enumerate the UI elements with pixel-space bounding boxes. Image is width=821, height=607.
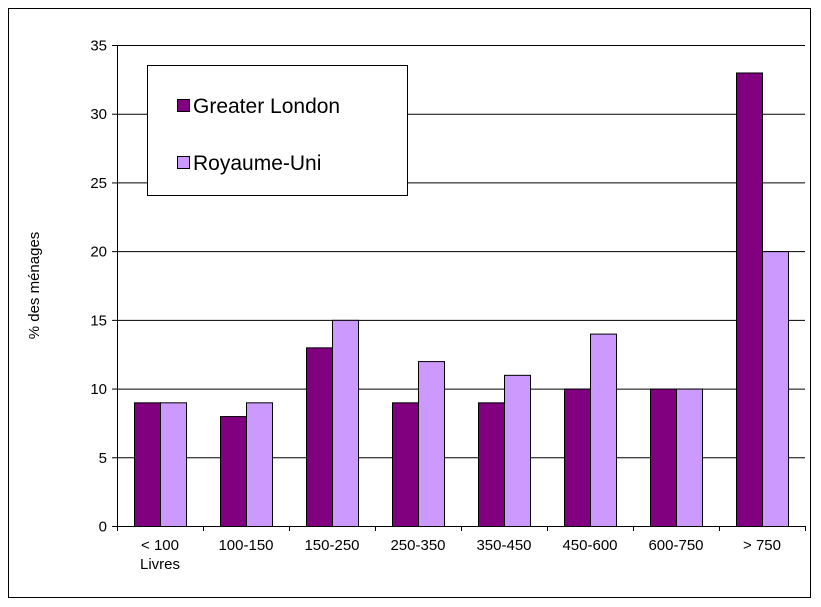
x-tick-label-100-livres: < 100 Livres bbox=[140, 537, 180, 573]
bars bbox=[134, 72, 789, 528]
legend-box bbox=[147, 65, 408, 196]
bar-greater-london-450-600 bbox=[564, 388, 591, 528]
x-axis-ticks: < 100 Livres 100-150 150-250 250-350 350-450 4… bbox=[117, 526, 806, 573]
legend-label-greater-london: Greater London bbox=[193, 95, 340, 118]
x-tick-label-450-600: 450-600 bbox=[562, 537, 617, 554]
y-tick-label-0: 0 bbox=[99, 519, 107, 536]
legend: Greater London Royaume-Uni bbox=[147, 65, 408, 196]
bar-royaume-uni-750 bbox=[762, 251, 789, 527]
bar-greater-london-750 bbox=[736, 72, 763, 527]
bar-greater-london-600-750 bbox=[650, 388, 677, 528]
y-tick-label-25: 25 bbox=[90, 175, 107, 192]
bar-royaume-uni-100-150 bbox=[246, 402, 273, 528]
legend-swatch-greater-london bbox=[177, 99, 190, 112]
bar-greater-london-100-150 bbox=[220, 416, 247, 527]
y-tick-label-5: 5 bbox=[99, 450, 107, 467]
legend-label-royaume-uni: Royaume-Uni bbox=[193, 152, 321, 175]
bar-chart: 0 5 10 15 20 25 30 35 < 100 Livres 100-150 150-250… bbox=[26, 38, 806, 573]
bar-royaume-uni-100-livres bbox=[160, 402, 187, 528]
y-tick-label-15: 15 bbox=[90, 312, 107, 329]
legend-swatch-royaume-uni bbox=[177, 156, 190, 169]
x-tick-label-600-750: 600-750 bbox=[648, 537, 703, 554]
bar-greater-london-150-250 bbox=[306, 347, 333, 528]
bar-greater-london-350-450 bbox=[478, 402, 505, 528]
x-tick-label-350-450: 350-450 bbox=[476, 537, 531, 554]
y-tick-label-30: 30 bbox=[90, 106, 107, 123]
bar-royaume-uni-250-350 bbox=[418, 361, 445, 528]
chart-frame: 0 5 10 15 20 25 30 35 < 100 Livres 100-150 150-250… bbox=[8, 8, 811, 598]
x-tick-label-150-250: 150-250 bbox=[304, 537, 359, 554]
bar-royaume-uni-600-750 bbox=[676, 388, 703, 528]
bar-royaume-uni-450-600 bbox=[590, 333, 617, 527]
x-tick-label-750: > 750 bbox=[743, 537, 781, 554]
bar-royaume-uni-150-250 bbox=[332, 319, 359, 527]
y-tick-label-20: 20 bbox=[90, 244, 107, 261]
bar-greater-london-100-livres bbox=[134, 402, 161, 528]
bar-greater-london-250-350 bbox=[392, 402, 419, 528]
y-axis-label: % des ménages bbox=[26, 232, 43, 340]
y-tick-label-10: 10 bbox=[90, 381, 107, 398]
bar-royaume-uni-350-450 bbox=[504, 374, 531, 528]
x-tick-label-100-150: 100-150 bbox=[218, 537, 273, 554]
y-tick-label-35: 35 bbox=[90, 38, 107, 55]
x-tick-label-250-350: 250-350 bbox=[390, 537, 445, 554]
y-axis-ticks: 0 5 10 15 20 25 30 35 bbox=[90, 38, 117, 536]
